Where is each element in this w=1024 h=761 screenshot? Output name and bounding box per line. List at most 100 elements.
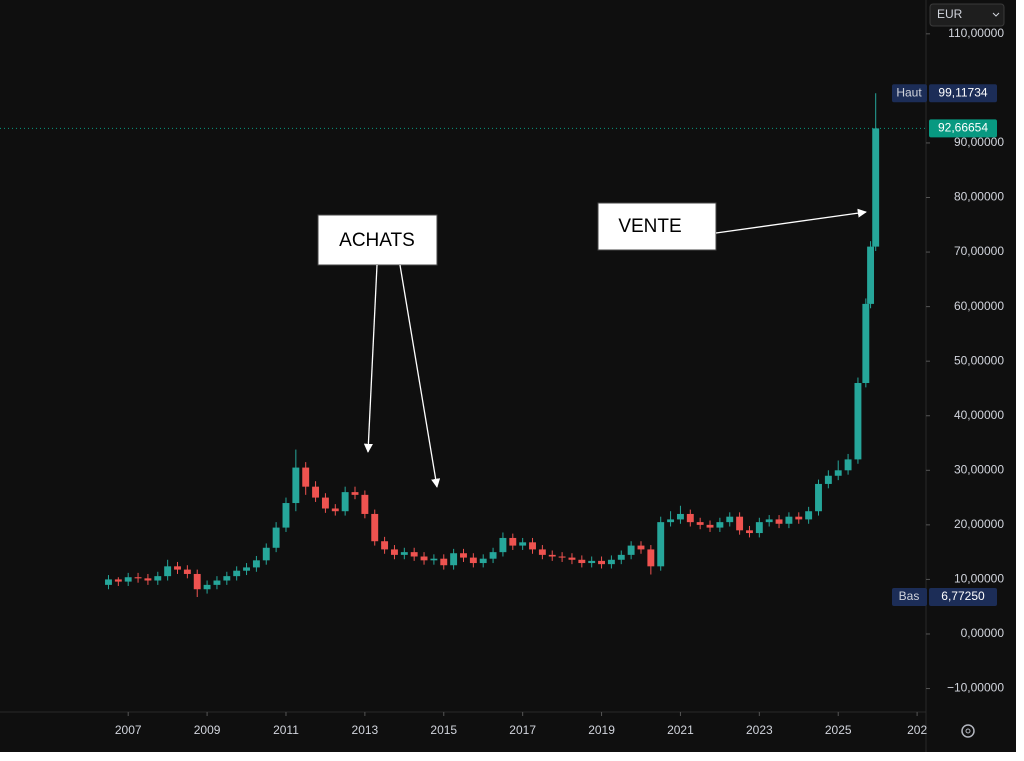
y-tick-label: 50,00000 <box>954 353 1004 367</box>
candle-body <box>479 558 487 564</box>
x-tick-label: 2017 <box>509 723 536 737</box>
candle-body <box>252 560 260 568</box>
candle-body <box>440 558 448 566</box>
candle-body <box>519 542 527 546</box>
annotation-text: ACHATS <box>339 230 415 251</box>
candle-body <box>726 516 734 523</box>
candle-body <box>312 486 320 498</box>
candle-body <box>105 579 112 585</box>
settings-icon[interactable] <box>961 724 975 738</box>
candle-body <box>450 553 458 566</box>
x-tick-label: 2023 <box>746 723 773 737</box>
candle-body <box>805 511 813 520</box>
candle-body <box>676 513 684 520</box>
candle-body <box>736 516 744 531</box>
candle-body <box>529 542 536 550</box>
marker-name: Bas <box>899 589 920 603</box>
candle-body <box>430 558 438 561</box>
candle-body <box>844 459 852 471</box>
candle-body <box>114 579 122 582</box>
candle-body <box>351 492 359 495</box>
gear[interactable] <box>961 724 975 738</box>
candle-body <box>548 554 556 557</box>
candle-body <box>272 527 280 548</box>
candle-body <box>489 552 497 559</box>
candle-body <box>627 545 635 555</box>
y-tick-label: 0,00000 <box>961 626 1005 640</box>
currency-select[interactable]: EUR <box>929 3 1005 27</box>
x-tick-label: 2007 <box>115 723 142 737</box>
y-tick-label: 90,00000 <box>954 135 1004 149</box>
candle-body <box>233 570 241 577</box>
currency-box[interactable] <box>929 3 1005 27</box>
candle-body <box>499 537 507 553</box>
candle-body <box>607 559 615 565</box>
candle-body <box>371 513 379 542</box>
candle-body <box>400 552 408 555</box>
candle-body <box>262 547 270 561</box>
candle-body <box>862 303 870 384</box>
candle-body <box>834 470 842 476</box>
candle-body <box>588 560 596 564</box>
x-tick-label: 2019 <box>588 723 615 737</box>
candle-body <box>568 557 576 560</box>
candle-body <box>637 545 645 550</box>
y-tick-label: 110,00000 <box>948 26 1004 40</box>
candle-body <box>765 519 773 523</box>
candle-body <box>331 508 339 512</box>
marker-value-tag <box>929 84 997 103</box>
candle-body <box>558 556 566 558</box>
y-tick-label: 80,00000 <box>954 190 1004 204</box>
marker-value-tag <box>929 588 997 607</box>
marker-name: Haut <box>896 85 922 99</box>
candle-body <box>213 580 221 585</box>
annotation-box <box>317 214 438 266</box>
candle-body <box>647 549 655 567</box>
candle-body <box>420 556 428 561</box>
y-tick-label: 30,00000 <box>954 462 1004 476</box>
last-price-tag <box>929 119 997 138</box>
x-tick-label: 2015 <box>430 723 457 737</box>
candle-body <box>667 519 675 523</box>
candle-body <box>755 522 763 534</box>
candle-body <box>302 467 310 487</box>
candle-body <box>282 503 290 528</box>
candle-body <box>746 530 753 534</box>
annotation-arrow <box>399 264 441 488</box>
candle-body <box>578 559 586 564</box>
candle-body <box>410 552 418 557</box>
candle-body <box>292 467 300 504</box>
candle-body <box>144 578 152 581</box>
y-tick-label: −10,00000 <box>947 681 1004 695</box>
candle-body <box>391 549 398 555</box>
candle-body <box>795 516 803 520</box>
marker-value: 99,11734 <box>938 85 987 99</box>
candle-body <box>696 522 704 525</box>
candle-body <box>867 246 875 304</box>
candle-body <box>598 560 605 565</box>
candle-body <box>124 577 132 582</box>
currency[interactable]: EUR <box>937 7 963 21</box>
candle-body <box>203 584 211 590</box>
x-tick-label: 2009 <box>194 723 221 737</box>
candle-body <box>134 577 142 579</box>
candle-body <box>686 513 694 523</box>
candle-body <box>154 576 162 581</box>
y-tick-label: 20,00000 <box>954 517 1004 531</box>
x-tick-label: 202 <box>907 723 927 737</box>
annotation-text: VENTE <box>618 216 681 237</box>
marker-name-tag <box>892 588 927 607</box>
x-tick-label: 2011 <box>273 723 299 737</box>
plot-area <box>105 93 880 598</box>
candle-body <box>174 566 181 570</box>
candle-body <box>164 566 172 577</box>
candle-body <box>321 497 329 509</box>
candle-body <box>706 524 714 528</box>
gear-hub <box>965 728 971 734</box>
annotation-achats: ACHATS <box>317 214 441 488</box>
marker-name-tag <box>892 84 927 103</box>
marker-value: 6,77250 <box>941 589 985 603</box>
x-tick-label: 2013 <box>352 723 379 737</box>
